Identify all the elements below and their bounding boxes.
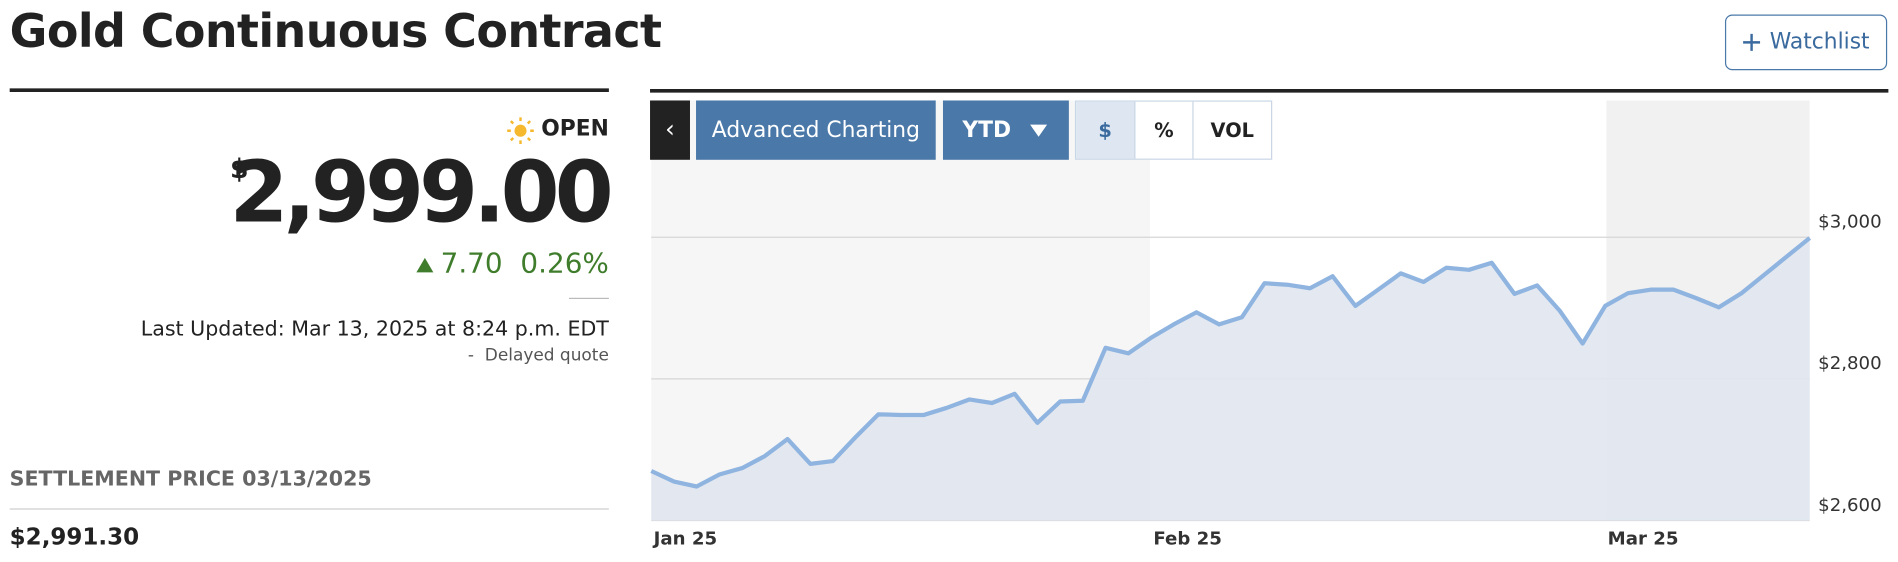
settlement-value: $2,991.30 (9, 524, 140, 551)
sun-icon (507, 117, 534, 145)
watchlist-label: Watchlist (1769, 29, 1870, 55)
price: 2,999.00 (229, 142, 613, 243)
collapse-button[interactable]: ‹ (650, 100, 690, 160)
y-tick-label: $2,800 (1818, 353, 1881, 374)
currency-symbol: $ (229, 154, 249, 186)
range-label: YTD (962, 117, 1012, 143)
delayed-note: - Delayed quote (467, 346, 609, 366)
y-tick-label: $3,000 (1818, 212, 1881, 233)
range-dropdown[interactable]: YTD (942, 100, 1069, 160)
price-change: 7.70 (440, 248, 503, 280)
last-updated: Last Updated: Mar 13, 2025 at 8:24 p.m. … (140, 317, 609, 342)
mode-group: $ % VOL (1074, 100, 1273, 160)
x-tick-label: Feb 25 (1153, 529, 1222, 550)
x-tick-label: Mar 25 (1608, 529, 1679, 550)
advanced-charting-button[interactable]: Advanced Charting (696, 100, 936, 160)
plus-icon (1743, 33, 1761, 51)
settlement-label: SETTLEMENT PRICE 03/13/2025 (9, 467, 372, 492)
market-status: OPEN (541, 116, 609, 142)
divider (568, 297, 609, 299)
divider (9, 508, 609, 510)
mode-button[interactable]: VOL (1210, 118, 1255, 142)
x-tick-label: Jan 25 (652, 529, 717, 550)
y-tick-label: $2,600 (1818, 495, 1881, 516)
dropdown-icon (1030, 124, 1048, 137)
divider (9, 88, 609, 92)
area (651, 237, 1810, 521)
up-arrow (416, 257, 434, 273)
watchlist-button[interactable]: Watchlist (1724, 14, 1888, 71)
percent-change: 0.26% (520, 248, 609, 280)
mode-button[interactable]: % (1135, 101, 1194, 159)
mode-button[interactable]: $ (1076, 101, 1136, 159)
page-title: Gold Continuous Contract (9, 4, 662, 59)
line (650, 236, 1812, 489)
